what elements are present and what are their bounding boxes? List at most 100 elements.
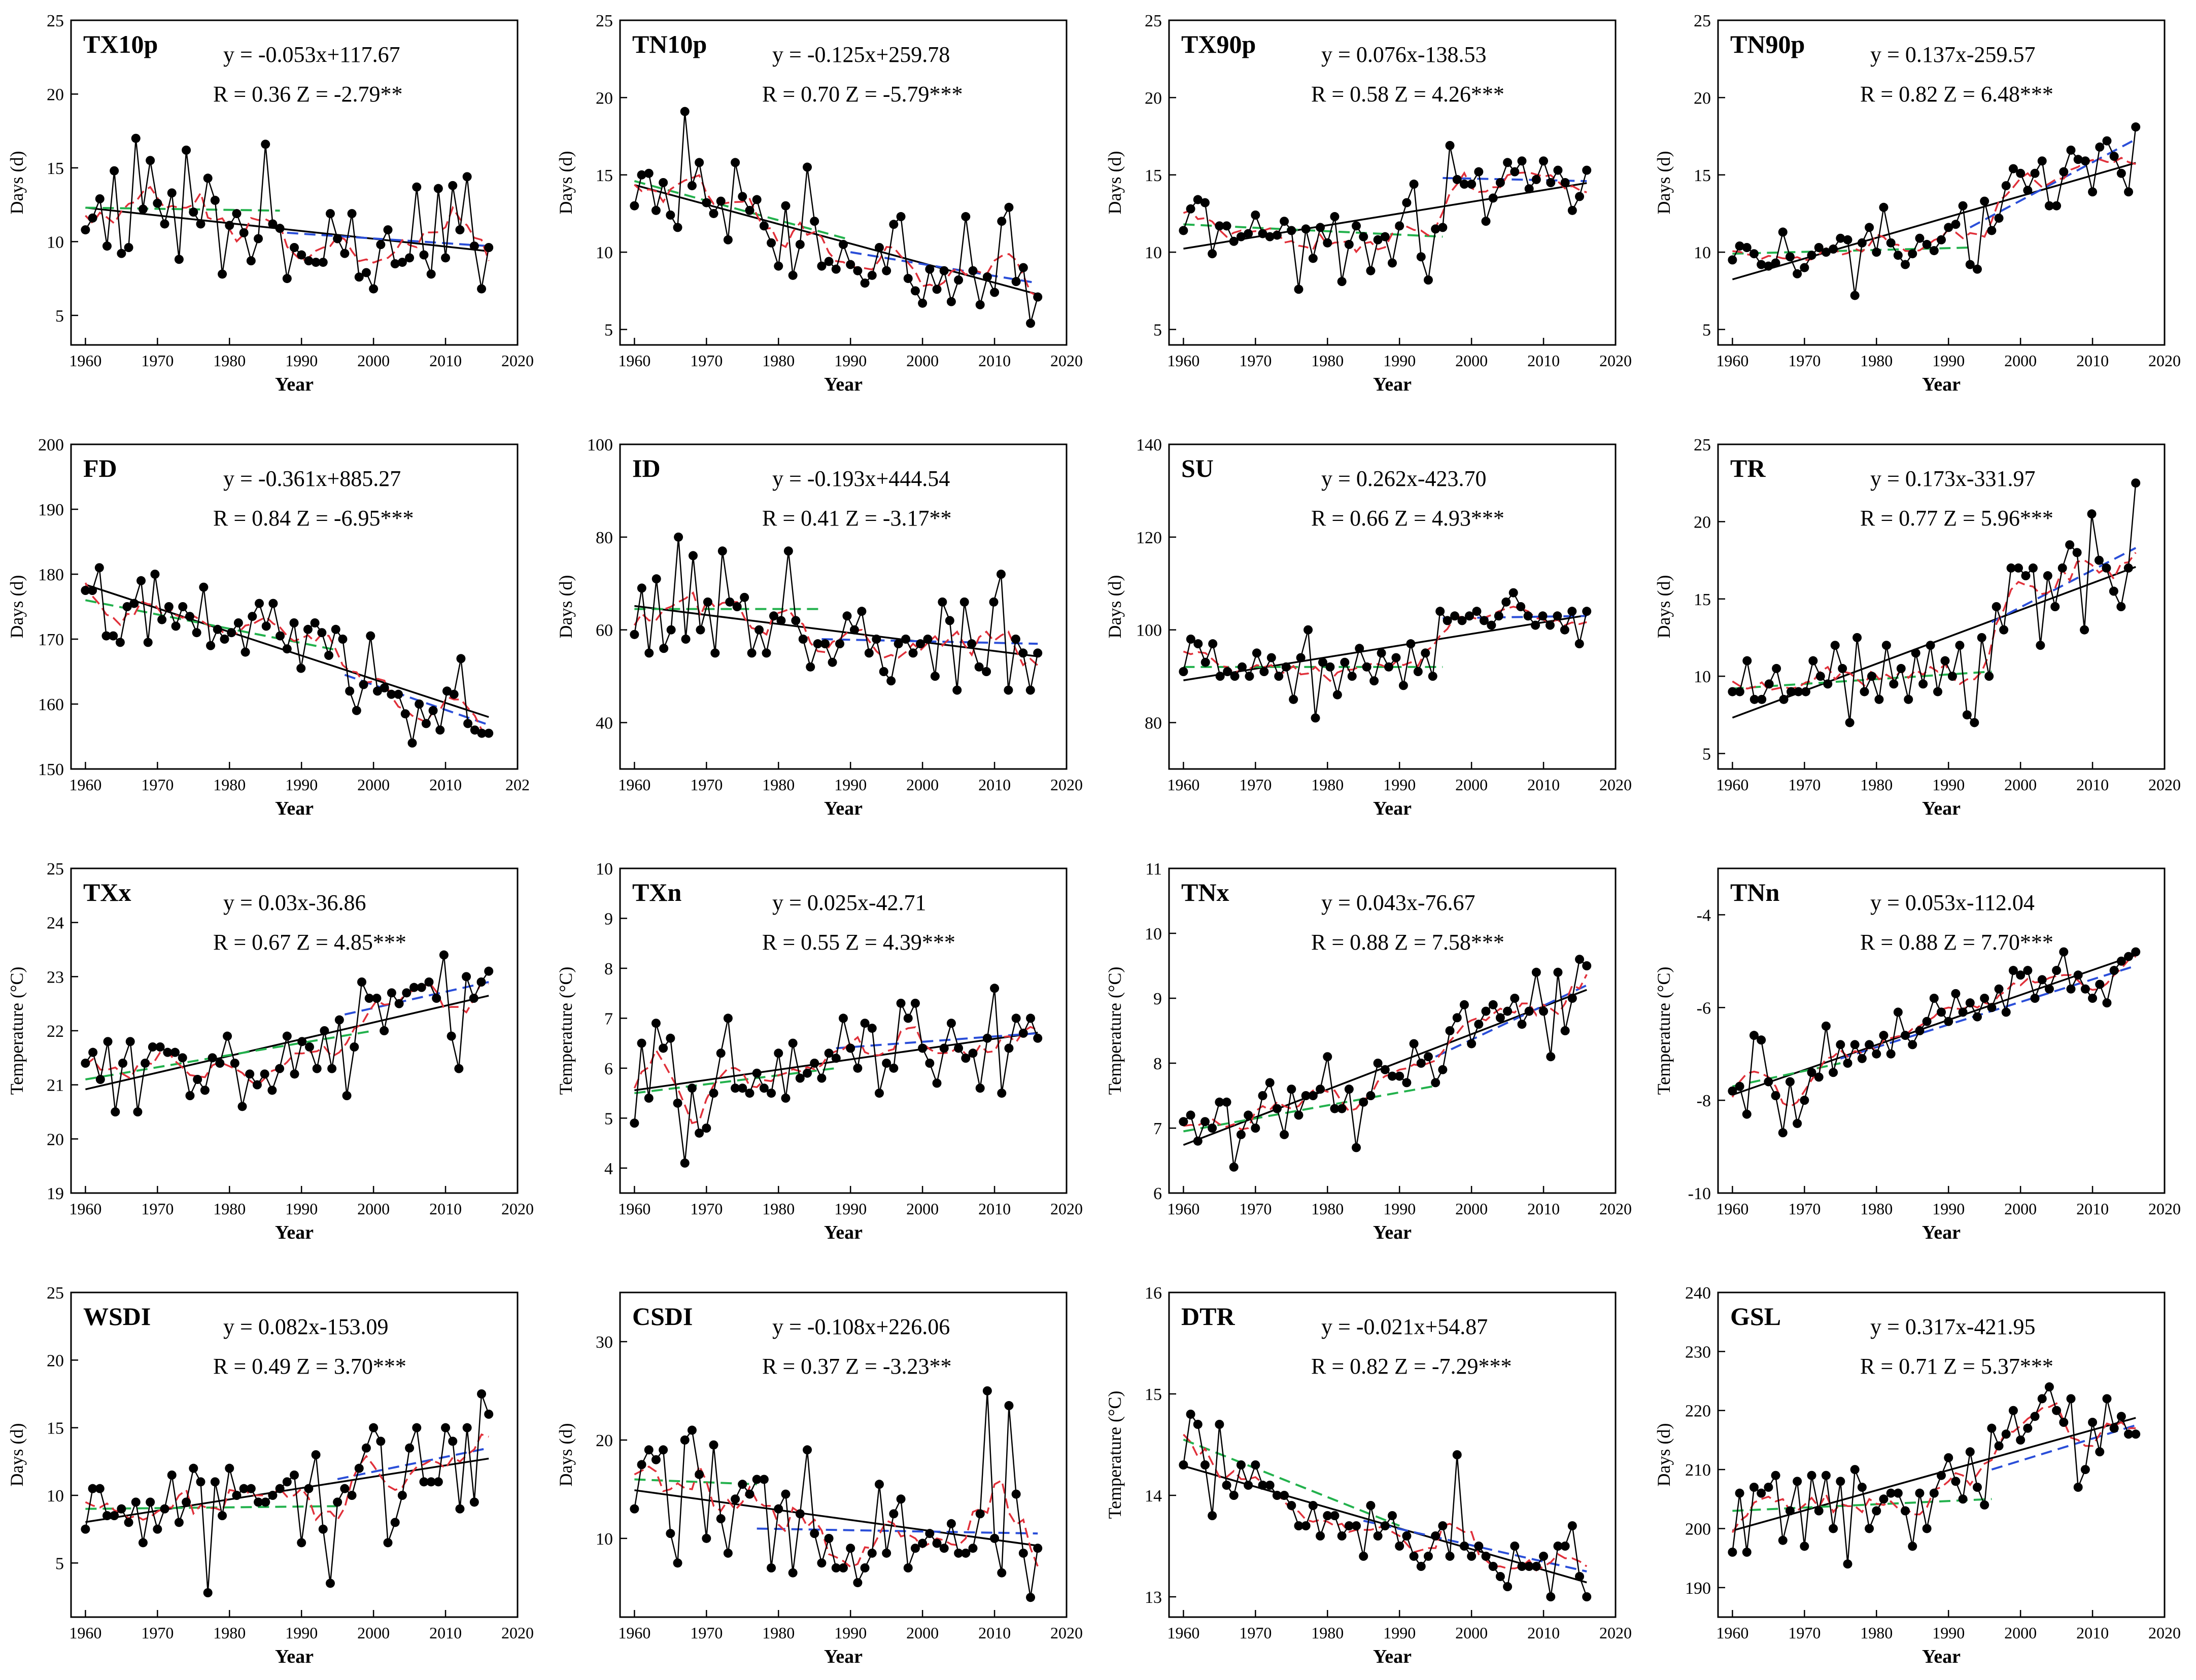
- data-point: [1495, 178, 1505, 187]
- data-point: [448, 1437, 458, 1446]
- data-point: [702, 198, 711, 207]
- data-point: [1929, 1488, 1939, 1498]
- data-point: [454, 1064, 464, 1073]
- data-point: [1281, 662, 1291, 672]
- data-point: [1771, 258, 1780, 268]
- data-point: [1814, 243, 1824, 252]
- data-point: [1488, 1562, 1498, 1571]
- data-point: [759, 1083, 769, 1093]
- data-point: [1362, 662, 1371, 672]
- data-point: [923, 635, 933, 644]
- data-point: [1567, 1521, 1577, 1530]
- y-tick-label: 23: [47, 968, 64, 987]
- plot-frame: [1717, 1291, 2166, 1618]
- x-tick-label: 1960: [69, 1200, 101, 1218]
- data-point: [1794, 687, 1803, 696]
- x-tick-label: 1980: [1860, 776, 1893, 794]
- data-point: [2023, 1423, 2033, 1433]
- data-point: [1179, 667, 1188, 676]
- data-point: [101, 631, 111, 641]
- data-point: [470, 725, 479, 735]
- data-point: [359, 680, 368, 689]
- data-point: [117, 249, 126, 258]
- data-point: [1553, 611, 1562, 621]
- x-tick-label: 1990: [285, 1200, 318, 1218]
- data-point: [1582, 961, 1592, 970]
- data-point: [1308, 1091, 1318, 1100]
- regression-equation: y = 0.03x-36.86: [223, 890, 366, 915]
- data-point: [1457, 616, 1467, 625]
- x-tick-label: 1980: [213, 1624, 246, 1642]
- data-point: [1987, 1423, 1997, 1433]
- data-point: [1531, 1562, 1541, 1571]
- data-point: [1772, 663, 1781, 673]
- x-tick-label: 2020: [1050, 776, 1083, 794]
- data-point: [1728, 687, 1737, 696]
- y-tick-label: 5: [55, 1554, 64, 1573]
- data-point: [1908, 249, 1917, 259]
- data-point: [1560, 1026, 1570, 1035]
- x-tick-label: 2010: [978, 1200, 1011, 1218]
- data-point: [2095, 979, 2105, 989]
- data-point: [788, 270, 798, 280]
- data-point: [1872, 1506, 1881, 1516]
- data-point: [1280, 1491, 1289, 1500]
- data-point: [383, 1538, 393, 1548]
- data-point: [1735, 1081, 1744, 1091]
- data-point: [1778, 1128, 1788, 1138]
- smoothed-curve: [633, 591, 1039, 667]
- data-point: [2066, 1394, 2076, 1404]
- data-point: [1258, 1481, 1267, 1490]
- x-tick-label: 2020: [1050, 1200, 1083, 1218]
- data-point: [1801, 687, 1810, 696]
- data-point: [820, 639, 830, 649]
- regression-equation: y = 0.173x-331.97: [1870, 466, 2035, 491]
- x-axis-label: Year: [824, 374, 863, 395]
- annual-series-line: [634, 537, 1039, 690]
- data-point: [1445, 141, 1455, 150]
- data-point: [1222, 1481, 1231, 1490]
- data-point: [1735, 1488, 1744, 1498]
- data-point: [1838, 663, 1847, 673]
- data-point: [1582, 1592, 1592, 1601]
- data-point: [1553, 1542, 1563, 1551]
- late-period-trend: [337, 1447, 489, 1480]
- data-point: [2080, 1465, 2090, 1475]
- data-point: [2102, 998, 2112, 1008]
- y-tick-label: 24: [47, 914, 64, 933]
- data-point: [1380, 232, 1390, 241]
- data-point: [1951, 989, 1961, 998]
- data-point: [1785, 1506, 1795, 1516]
- data-point: [163, 1047, 173, 1057]
- data-point: [297, 250, 306, 260]
- x-tick-label: 1980: [213, 776, 246, 794]
- data-point: [1793, 269, 1802, 278]
- data-point: [160, 219, 169, 229]
- data-point: [157, 615, 167, 624]
- correlation-stats: R = 0.66 Z = 4.93***: [1311, 506, 1504, 531]
- x-tick-label: 1960: [1167, 776, 1199, 794]
- data-point: [651, 1455, 661, 1464]
- chart-panel-csdi: 10 20 30 1960 1970 1980 1990 2000 2010 2020 Year Da…: [556, 1291, 1083, 1667]
- data-point: [1922, 239, 1932, 249]
- x-tick-label: 1970: [1788, 1200, 1821, 1218]
- data-point: [1886, 238, 1896, 248]
- data-point: [2052, 1406, 2062, 1415]
- y-tick-label: 80: [1145, 714, 1162, 733]
- data-point: [803, 1068, 812, 1078]
- data-point: [131, 1497, 141, 1507]
- x-tick-label: 1960: [69, 352, 101, 370]
- data-point: [1280, 217, 1289, 226]
- data-point: [716, 1514, 726, 1524]
- x-tick-label: 1970: [141, 1200, 174, 1218]
- data-point: [982, 272, 992, 282]
- late-period-trend: [1840, 965, 2136, 1060]
- data-point: [798, 635, 808, 644]
- data-point: [1330, 212, 1340, 222]
- data-point: [1294, 1110, 1303, 1120]
- x-tick-label: 1960: [1167, 1624, 1199, 1642]
- regression-equation: y = -0.361x+885.27: [223, 466, 401, 491]
- data-point: [1459, 1542, 1469, 1551]
- data-point: [138, 204, 148, 214]
